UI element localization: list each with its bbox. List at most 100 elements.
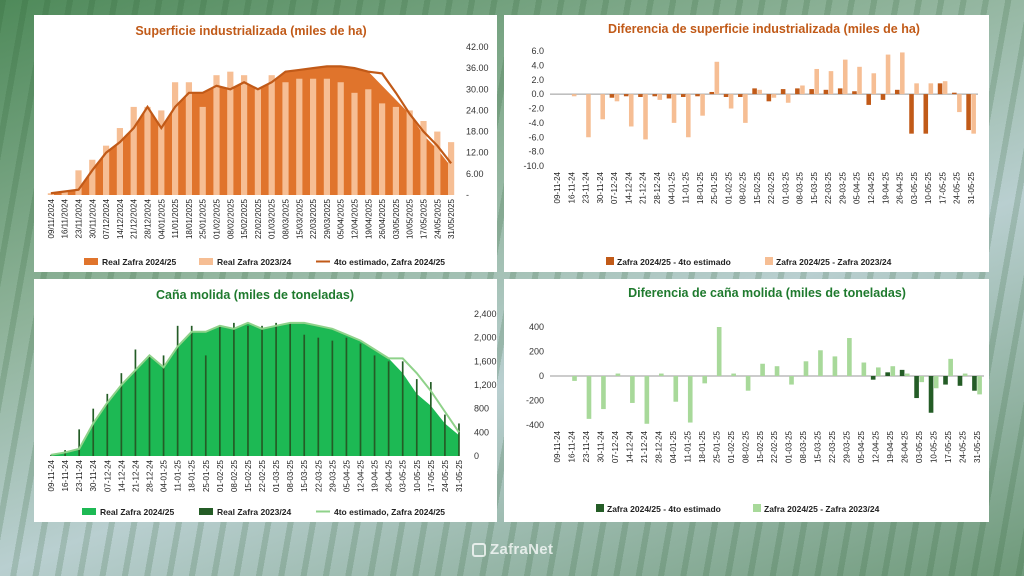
logo-icon: [472, 543, 486, 557]
x-tick-label: 11/01/2025: [171, 198, 180, 238]
bar-vs-4to-estimado: [923, 94, 929, 134]
x-tick-label: 25/01/2025: [199, 198, 208, 239]
bar-vs-2023-24: [857, 66, 862, 95]
bar-vs-2023-24: [673, 376, 679, 402]
x-tick-label: 12-04-25: [872, 430, 881, 463]
bar-2023-24: [317, 337, 320, 456]
x-tick-label: 15-02-25: [244, 459, 253, 492]
y-tick-label: 30.00: [466, 84, 489, 94]
x-tick-label: 07-12-24: [610, 171, 619, 204]
x-tick-label: 15-03-25: [300, 459, 309, 492]
bar-2023-24: [387, 361, 390, 456]
bar-vs-2023-24: [785, 94, 791, 103]
bar-2023-24: [204, 355, 207, 456]
bar-vs-4to-estimado: [709, 91, 715, 95]
x-tick-label: 22/03/2025: [309, 198, 318, 239]
area-series-2024-25: [51, 322, 459, 456]
bar-2023-24: [176, 325, 179, 456]
y-tick-label: 6.00: [466, 169, 484, 179]
x-tick-label: 01-03-25: [781, 171, 790, 204]
x-tick-label: 31/05/2025: [447, 198, 456, 239]
zafranet-logo: ZafraNet: [472, 541, 553, 558]
bar-vs-2023-24: [832, 356, 838, 376]
x-tick-label: 23-11-24: [75, 459, 84, 491]
y-tick-label: -200: [526, 396, 544, 406]
x-tick-label: 26-04-25: [385, 459, 394, 492]
legend-swatch: [606, 257, 614, 265]
bar-2023-24: [50, 454, 52, 456]
bar-2023-24: [275, 322, 277, 456]
x-tick-label: 08/03/2025: [282, 198, 291, 239]
panel-cana-molida: Caña molida (miles de toneladas) 0 400 800 1…: [34, 279, 497, 522]
y-tick-label: -400: [526, 420, 544, 430]
x-tick-label: 31-05-25: [973, 430, 982, 463]
x-tick-label: 26/04/2025: [378, 198, 387, 239]
p-difcana-svg: Diferencia de caña molida (miles de tone…: [526, 286, 984, 514]
y-tick-label: 24.00: [466, 105, 489, 115]
x-tick-label: 03-05-25: [399, 459, 408, 492]
y-tick-label: 2.0: [531, 75, 544, 85]
bar-vs-4to-estimado: [680, 94, 686, 97]
legend-label: 4to estimado, Zafra 2024/25: [334, 507, 445, 517]
x-tick-label: 14/12/2024: [116, 198, 125, 239]
x-tick-label: 22-03-25: [824, 171, 833, 204]
x-tick-label: 29-03-25: [328, 459, 337, 492]
legend-label: Real Zafra 2024/25: [100, 507, 174, 517]
bar-2023-24: [158, 110, 165, 195]
x-tick-label: 10-05-25: [413, 459, 422, 492]
x-tick-label: 30-11-24: [597, 430, 606, 462]
bar-vs-2023-24: [971, 94, 976, 134]
bar-vs-2023-24: [962, 373, 968, 376]
bar-vs-2023-24: [919, 376, 925, 383]
bar-vs-2023-24: [586, 376, 592, 419]
bar-vs-2023-24: [818, 350, 823, 376]
bar-vs-2023-24: [771, 94, 777, 98]
x-tick-label: 14-12-24: [117, 459, 126, 492]
bar-2023-24: [162, 355, 165, 456]
x-tick-label: 26-04-25: [896, 171, 905, 204]
x-tick-label: 08-02-25: [230, 459, 239, 492]
bar-vs-2023-24: [928, 83, 934, 95]
bar-2023-24: [351, 92, 358, 195]
bar-vs-2023-24: [659, 373, 664, 376]
bar-vs-4to-estimado: [952, 92, 957, 95]
x-tick-label: 05-04-25: [857, 430, 866, 463]
chart-title: Superficie industrializada (miles de ha): [135, 24, 366, 38]
x-tick-label: 09-11-24: [553, 430, 562, 462]
x-tick-label: 30/11/2024: [88, 198, 97, 238]
y-tick-label: 0: [539, 371, 544, 381]
x-tick-label: 12-04-25: [357, 459, 366, 492]
x-tick-label: 19-04-25: [886, 430, 895, 463]
bar-vs-2023-24: [957, 94, 962, 113]
x-tick-label: 14-12-24: [624, 171, 633, 204]
x-tick-label: 19-04-25: [881, 171, 890, 204]
bar-vs-4to-estimado: [795, 88, 800, 95]
x-tick-label: 09-11-24: [553, 171, 562, 203]
bar-vs-2023-24: [644, 376, 650, 424]
bar-2023-24: [106, 393, 109, 456]
y-tick-label: -2.0: [528, 104, 544, 114]
x-tick-label: 23-11-24: [582, 430, 591, 462]
bar-2023-24: [429, 382, 432, 456]
x-tick-label: 01/03/2025: [268, 198, 277, 239]
x-tick-label: 24-05-25: [953, 171, 962, 204]
x-tick-label: 28-12-24: [655, 430, 664, 463]
line-4to-estimado: [50, 321, 460, 456]
bar-2023-24: [171, 82, 179, 195]
bar-vs-4to-estimado: [885, 372, 890, 376]
bar-vs-2023-24: [745, 376, 751, 391]
x-tick-label: 05/04/2025: [337, 198, 346, 239]
bar-vs-2023-24: [842, 59, 848, 95]
bar-vs-4to-estimado: [766, 94, 772, 102]
x-tick-label: 15-03-25: [814, 430, 823, 463]
bar-2023-24: [102, 145, 110, 195]
bar-vs-2023-24: [861, 362, 867, 376]
bar-vs-2023-24: [586, 94, 591, 138]
y-tick-label: 400: [474, 427, 489, 437]
y-tick-label: 2,400: [474, 309, 497, 319]
panel-superficie: Superficie industrializada (miles de ha)…: [34, 15, 497, 272]
bar-vs-4to-estimado: [894, 89, 900, 95]
y-tick-label: 6.0: [531, 46, 544, 56]
x-tick-label: 12/04/2025: [351, 198, 360, 239]
x-tick-label: 11-01-25: [682, 171, 691, 203]
